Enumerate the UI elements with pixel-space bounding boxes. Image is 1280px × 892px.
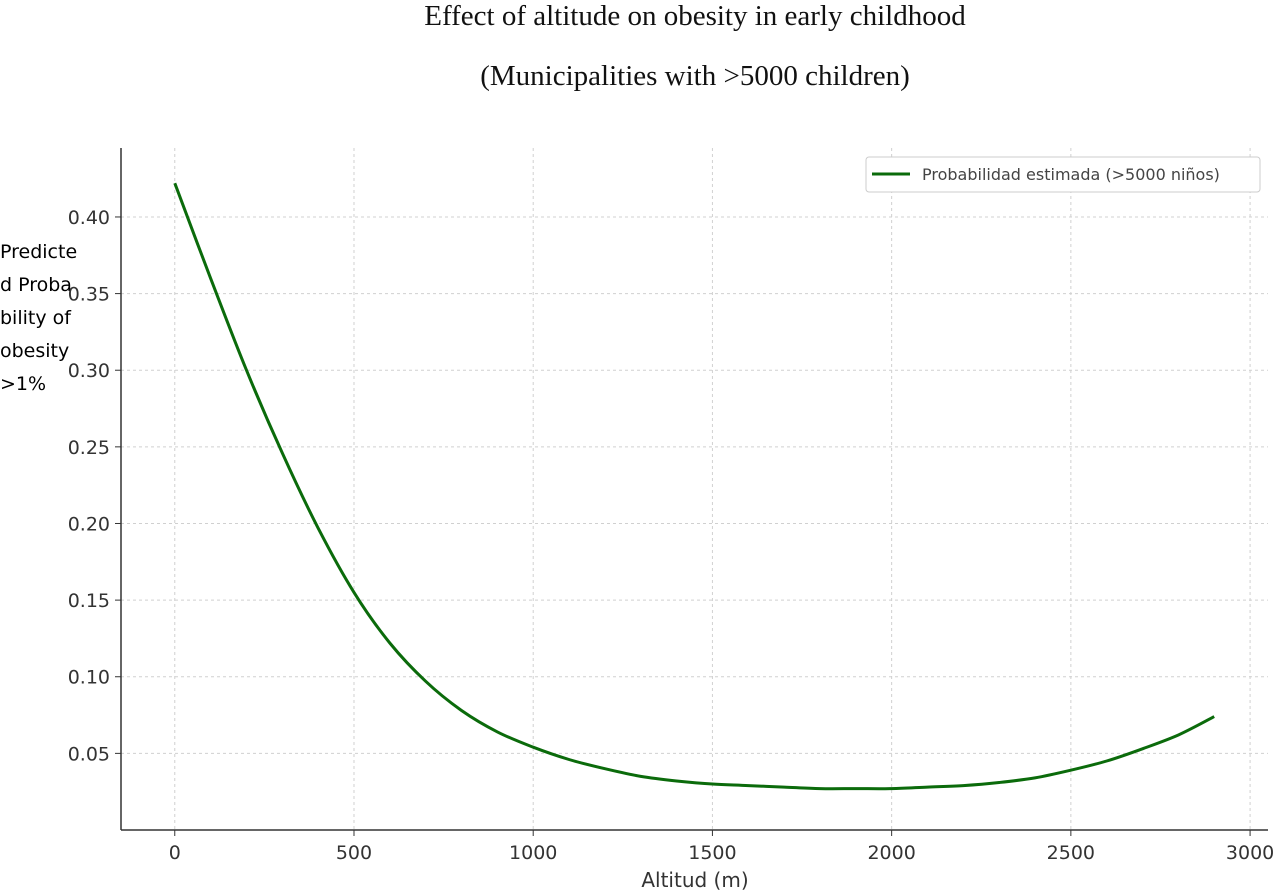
x-tick-label: 1000 [509, 842, 557, 864]
y-tick-label: 0.35 [68, 284, 110, 306]
y-tick-label: 0.30 [68, 360, 110, 382]
axes [115, 148, 1268, 836]
x-tick-label: 3000 [1226, 842, 1274, 864]
y-tick-label: 0.10 [68, 667, 110, 689]
x-tick-label: 2000 [867, 842, 915, 864]
x-axis-label: Altitud (m) [641, 868, 748, 892]
series-line [173, 182, 1215, 791]
x-tick-label: 1500 [688, 842, 736, 864]
y-tick-label: 0.20 [68, 513, 110, 535]
y-tick-label: 0.40 [68, 207, 110, 229]
series-lines [173, 182, 1215, 791]
x-tick-label: 0 [169, 842, 181, 864]
y-tick-label: 0.15 [68, 590, 110, 612]
chart-title: Effect of altitude on obesity in early c… [424, 0, 966, 32]
tick-labels: 0 500 1000 1500 2000 2500 3000 0.05 0.10 0.15 0.20… [68, 207, 1275, 864]
chart-subtitle: (Municipalities with >5000 children) [480, 60, 910, 92]
y-tick-label: 0.25 [68, 437, 110, 459]
legend: Probabilidad estimada (>5000 niños) [865, 156, 1261, 193]
y-tick-label: 0.05 [68, 743, 110, 765]
x-tick-label: 2500 [1047, 842, 1095, 864]
grid-lines [121, 148, 1268, 830]
legend-label: Probabilidad estimada (>5000 niños) [922, 165, 1220, 184]
legend-box [865, 156, 1261, 193]
x-tick-label: 500 [336, 842, 372, 864]
y-axis-label: Predicted Probability of obesity >1% [0, 241, 78, 395]
